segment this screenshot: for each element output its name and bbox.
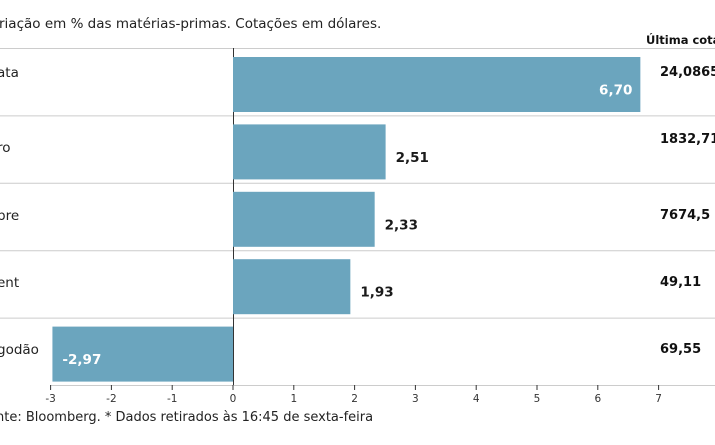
bar	[52, 326, 234, 382]
x-tick-label: -2	[106, 393, 116, 405]
quote-value: 24,0865	[660, 64, 715, 80]
category-label: ent	[0, 274, 20, 291]
x-tick-label: 5	[534, 393, 541, 405]
source-note: nte: Bloomberg. * Dados retirados às 16:…	[0, 410, 374, 425]
x-tick-label: 1	[290, 393, 297, 405]
bar-value-label: -2,97	[62, 352, 101, 368]
bar-value-label: 2,51	[396, 150, 429, 166]
bar	[233, 57, 641, 112]
quote-value: 7674,5	[660, 207, 711, 223]
x-tick-label: 6	[594, 393, 601, 405]
quote-column-header: Última cota	[646, 33, 715, 47]
bar-value-label: 6,70	[599, 83, 632, 99]
x-tick-label: 7	[655, 393, 662, 405]
category-label: ata	[0, 64, 19, 81]
bar-value-label: 2,33	[385, 217, 418, 233]
bar	[233, 259, 351, 315]
category-label: ro	[0, 140, 11, 157]
bar	[233, 124, 386, 180]
x-tick-label: -1	[167, 393, 177, 405]
category-label: bre	[0, 207, 20, 224]
bar-value-label: 1,93	[360, 285, 393, 301]
x-tick-label: 4	[473, 393, 480, 405]
category-label: godão	[0, 342, 39, 359]
x-tick-label: 3	[412, 393, 419, 405]
chart-subtitle: riação em % das matérias-primas. Cotaçõe…	[0, 16, 382, 32]
quote-value: 49,11	[660, 274, 702, 290]
bar	[233, 191, 375, 247]
quote-value: 69,55	[660, 342, 702, 358]
x-tick-label: 2	[351, 393, 358, 405]
x-tick-label: -3	[45, 393, 55, 405]
x-tick-label: 0	[230, 393, 237, 405]
quote-value: 1832,71	[660, 132, 715, 148]
